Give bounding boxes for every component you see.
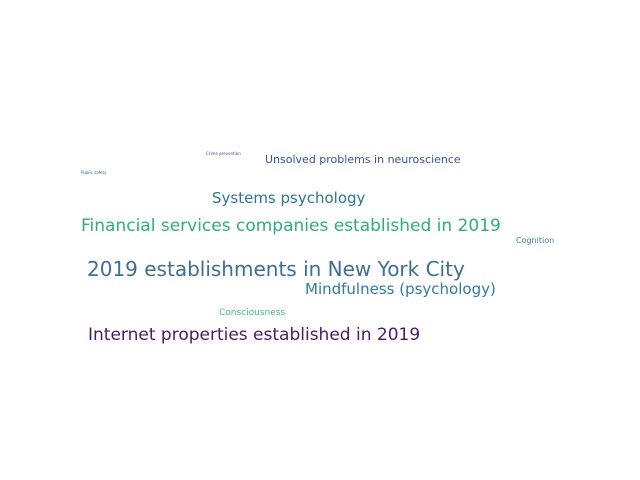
word-mindfulness-psychology: Mindfulness (psychology) xyxy=(305,280,496,298)
word-public-safety: Public safety xyxy=(81,170,107,175)
word-crime-prevention: Crime prevention xyxy=(206,151,241,156)
word-unsolved-problems-in-neuroscience: Unsolved problems in neuroscience xyxy=(265,153,461,166)
word-systems-psychology: Systems psychology xyxy=(212,189,366,207)
word-cognition: Cognition xyxy=(516,236,555,245)
word-2019-establishments-in-new-york-city: 2019 establishments in New York City xyxy=(87,257,465,281)
word-financial-services-companies-established-in-2019: Financial services companies established… xyxy=(81,216,501,236)
word-consciousness: Consciousness xyxy=(219,308,286,318)
word-internet-properties-established-in-2019: Internet properties established in 2019 xyxy=(88,325,421,345)
